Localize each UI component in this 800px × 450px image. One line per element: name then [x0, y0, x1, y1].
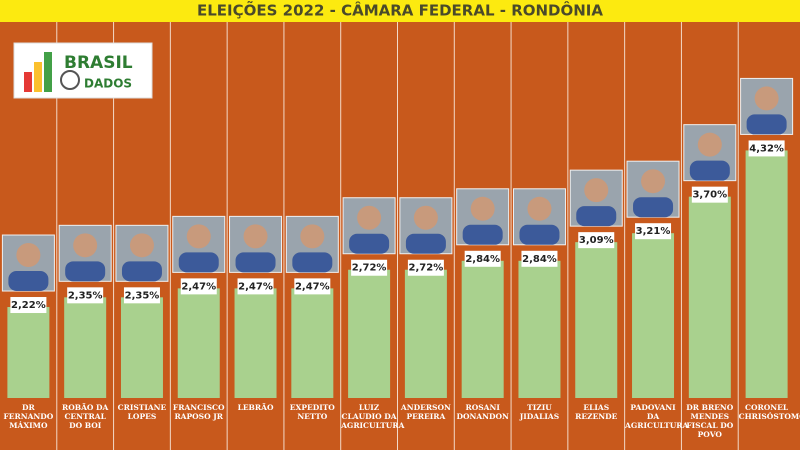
bar [688, 196, 731, 398]
photo-head [300, 224, 325, 249]
bar [234, 288, 277, 398]
photo-body [576, 206, 617, 227]
value-label-box [635, 223, 672, 240]
value-label: 2,72% [409, 263, 444, 274]
photo-head [73, 233, 98, 258]
bar [64, 297, 107, 398]
x-tick-label: ROSANI DONANDON [456, 403, 509, 421]
value-label: 3,09% [579, 235, 614, 246]
photo-body [235, 252, 276, 273]
photo-head [641, 169, 666, 194]
bar [7, 307, 50, 398]
value-label: 2,35% [125, 290, 160, 301]
photo-head [413, 205, 438, 230]
photo-body [8, 271, 49, 292]
photo-body [746, 114, 787, 135]
photo-head [357, 205, 382, 230]
x-tick-label: ROBÃO DA CENTRAL DO BOI [61, 403, 109, 430]
photo-body [633, 197, 674, 218]
photo-body [292, 252, 333, 273]
photo-body [65, 261, 106, 282]
value-label: 2,22% [11, 300, 46, 311]
photo-body [519, 224, 560, 245]
photo-head [527, 196, 552, 221]
x-tick-label: ANDERSON PEREIRA [400, 403, 451, 421]
photo-body [178, 252, 219, 273]
value-label-box [748, 140, 785, 157]
photo-head [697, 132, 722, 157]
bar [518, 260, 561, 398]
photo-body [462, 224, 503, 245]
bar [575, 242, 618, 398]
photo-body [121, 261, 162, 282]
value-label: 2,47% [181, 281, 216, 292]
photo-head [754, 86, 779, 111]
value-label-box [521, 250, 558, 267]
logo-line1: BRASIL [64, 53, 133, 73]
value-label: 3,21% [636, 226, 671, 237]
photo-head [129, 233, 154, 258]
value-label: 2,84% [465, 254, 500, 265]
bar [632, 233, 675, 398]
photo-head [243, 224, 268, 249]
photo-body [689, 160, 730, 181]
value-label: 4,32% [749, 143, 784, 154]
value-label: 2,35% [68, 290, 103, 301]
bar [404, 269, 447, 398]
value-label-box [180, 278, 217, 295]
x-tick-label: CRISTIANE LOPES [117, 403, 167, 421]
bar [461, 260, 504, 398]
value-label-box [351, 259, 388, 276]
x-tick-label: LUIZ CLAUDIO DA AGRICULTURA [341, 403, 405, 430]
value-label: 2,84% [522, 254, 557, 265]
x-tick-label: CORONEL CHRISÓSTOMO [738, 403, 800, 421]
photo-head [584, 178, 609, 203]
value-label-box [237, 278, 274, 295]
value-label: 2,72% [352, 263, 387, 274]
photo-body [349, 233, 390, 254]
value-label: 2,47% [295, 281, 330, 292]
title-band [0, 0, 800, 22]
bar [291, 288, 334, 398]
x-tick-label: DR FERNANDO MÁXIMO [3, 403, 54, 430]
value-label-box [294, 278, 331, 295]
bar [177, 288, 220, 398]
photo-head [16, 243, 41, 268]
logo-line2: DADOS [84, 77, 132, 91]
value-label-box [10, 297, 47, 314]
bar [348, 269, 391, 398]
chart-title: ELEIÇÕES 2022 - CÂMARA FEDERAL - RONDÔNI… [197, 1, 603, 20]
x-tick-label: LEBRÃO [237, 403, 274, 412]
x-tick-label: FRANCISCO RAPOSO JR [172, 403, 225, 421]
value-label: 3,70% [692, 190, 727, 201]
x-tick-label: PADOVANI DA AGRICULTURA [625, 403, 689, 430]
bar [120, 297, 163, 398]
value-label: 2,47% [238, 281, 273, 292]
x-tick-label: ELIAS REZENDE [575, 403, 618, 421]
photo-head [186, 224, 211, 249]
value-label-box [123, 287, 160, 304]
x-tick-label: EXPEDITO NETTO [289, 403, 335, 421]
value-label-box [578, 232, 615, 249]
photo-body [405, 233, 446, 254]
value-label-box [691, 186, 728, 203]
value-label-box [407, 259, 444, 276]
x-tick-label: DR BRENO MENDES FISCAL DO POVO [686, 403, 734, 439]
photo-head [470, 196, 495, 221]
value-label-box [67, 287, 104, 304]
x-tick-label: TIZIU JIDALIAS [519, 403, 560, 421]
value-label-box [464, 250, 501, 267]
bar [745, 150, 788, 398]
logo: BRASIL DADOS [13, 42, 153, 99]
